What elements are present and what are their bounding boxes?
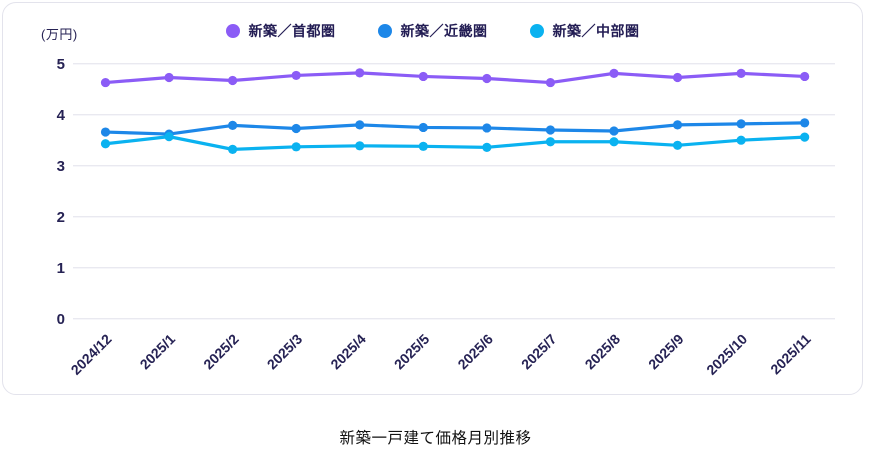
data-point-s1-7[interactable] <box>545 125 556 135</box>
legend-item-label: 新築／中部圏 <box>552 23 640 39</box>
data-point-s0-9[interactable] <box>672 72 683 83</box>
chart-legend: 新築／首都圏 新築／近畿圏 新築／中部圏 <box>3 21 862 41</box>
legend-dot-icon <box>225 24 240 38</box>
x-axis-tick-9: 2025/9 <box>645 331 687 373</box>
data-point-s2-10[interactable] <box>736 135 746 145</box>
data-point-s0-2[interactable] <box>228 75 238 86</box>
data-point-s2-11[interactable] <box>800 132 810 142</box>
data-point-s1-11[interactable] <box>800 118 810 128</box>
data-point-s1-10[interactable] <box>736 119 746 129</box>
legend-item-0[interactable]: 新築／首都圏 <box>225 21 336 41</box>
line-series-2 <box>103 135 807 151</box>
data-point-s2-7[interactable] <box>545 137 556 147</box>
data-point-s2-0[interactable] <box>100 139 111 149</box>
legend-item-label: 新築／近畿圏 <box>400 23 488 39</box>
y-axis-tick-4: 4 <box>57 107 66 124</box>
data-point-s1-8[interactable] <box>609 126 619 136</box>
y-axis-tick-3: 3 <box>57 158 65 175</box>
legend-dot-icon <box>529 24 544 38</box>
x-axis-tick-4: 2025/4 <box>327 331 369 373</box>
data-point-s0-11[interactable] <box>800 71 810 82</box>
x-axis-tick-1: 2025/1 <box>137 331 179 373</box>
data-point-s2-5[interactable] <box>418 141 428 151</box>
data-point-s1-5[interactable] <box>418 122 428 133</box>
chart-title: 新築一戸建て価格月別推移 <box>339 430 532 447</box>
line-series-1 <box>103 121 807 136</box>
x-axis-tick-0: 2024/12 <box>68 331 115 378</box>
data-point-s2-3[interactable] <box>291 142 301 152</box>
data-point-s0-1[interactable] <box>164 72 174 83</box>
data-point-s0-7[interactable] <box>545 77 556 88</box>
data-point-s2-6[interactable] <box>482 142 492 152</box>
data-point-s2-4[interactable] <box>355 141 365 151</box>
x-axis-tick-2: 2025/2 <box>200 331 242 373</box>
x-axis-tick-5: 2025/5 <box>391 331 433 373</box>
legend-dot-icon <box>377 24 392 38</box>
data-point-s0-10[interactable] <box>736 68 746 78</box>
data-point-s0-0[interactable] <box>100 77 111 88</box>
y-axis-unit-label: (万円) <box>41 27 78 42</box>
data-point-s0-5[interactable] <box>418 71 428 82</box>
chart-card: (万円) 新築／首都圏 新築／近畿圏 新築／中部圏 5 4 3 2 1 0 2024/12 202… <box>2 2 863 395</box>
data-point-s2-8[interactable] <box>609 137 619 147</box>
legend-item-2[interactable]: 新築／中部圏 <box>529 21 640 41</box>
line-series-0 <box>103 71 807 85</box>
data-point-s1-0[interactable] <box>100 127 111 137</box>
x-axis-tick-6: 2025/6 <box>454 331 496 373</box>
x-axis-tick-7: 2025/7 <box>518 331 560 373</box>
legend-item-label: 新築／首都圏 <box>248 23 336 39</box>
data-point-s0-3[interactable] <box>291 70 301 81</box>
data-point-s2-9[interactable] <box>672 140 683 150</box>
data-point-s1-3[interactable] <box>291 123 301 134</box>
data-point-s1-9[interactable] <box>672 120 683 130</box>
y-axis-tick-2: 2 <box>57 209 65 226</box>
data-point-s1-6[interactable] <box>482 123 492 133</box>
x-axis-tick-11: 2025/11 <box>767 331 814 378</box>
data-point-s2-2[interactable] <box>228 144 238 154</box>
data-point-s0-6[interactable] <box>482 73 492 84</box>
x-axis-tick-10: 2025/10 <box>703 331 750 378</box>
data-point-s1-2[interactable] <box>228 120 238 131</box>
y-axis-tick-0: 0 <box>57 311 65 328</box>
y-axis-tick-5: 5 <box>57 56 65 73</box>
data-point-s1-4[interactable] <box>355 120 365 130</box>
data-point-s0-4[interactable] <box>355 68 365 78</box>
legend-item-1[interactable]: 新築／近畿圏 <box>377 21 488 41</box>
data-point-s0-8[interactable] <box>609 68 619 78</box>
x-axis-tick-8: 2025/8 <box>582 331 624 373</box>
x-axis-tick-3: 2025/3 <box>264 331 306 373</box>
data-point-s2-1[interactable] <box>164 132 174 142</box>
y-axis-tick-1: 1 <box>57 260 65 277</box>
